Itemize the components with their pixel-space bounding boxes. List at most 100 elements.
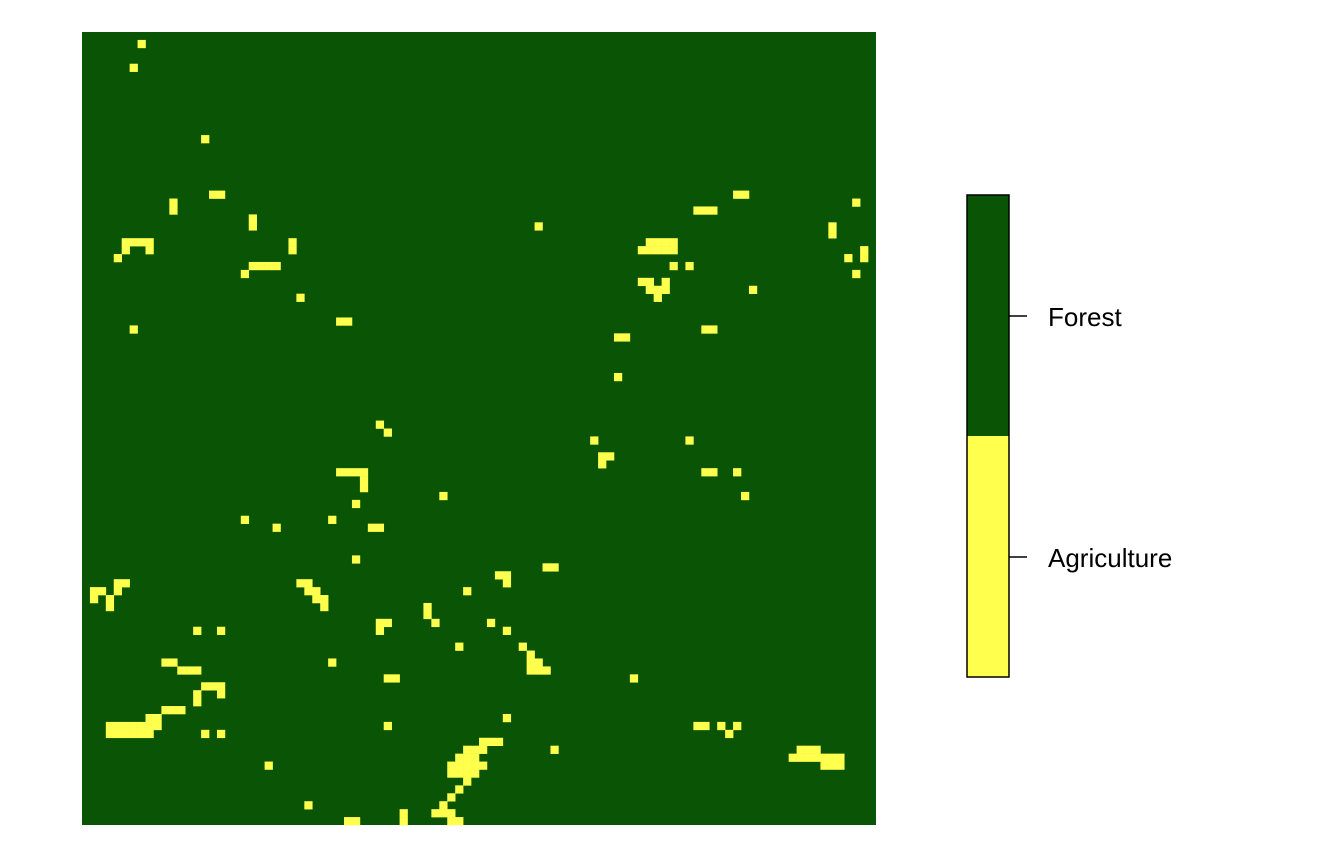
agriculture-cell <box>383 618 392 628</box>
agriculture-cell <box>550 745 559 754</box>
agriculture-cell <box>201 682 210 691</box>
agriculture-cell <box>89 587 99 596</box>
agriculture-cell <box>455 642 464 651</box>
agriculture-cell <box>129 721 138 731</box>
agriculture-cell <box>216 682 226 691</box>
agriculture-cell <box>193 626 202 635</box>
agriculture-cell <box>645 285 654 294</box>
agriculture-cell <box>820 753 829 762</box>
agriculture-cell <box>812 753 821 762</box>
agriculture-cell <box>137 238 146 247</box>
agriculture-cell <box>169 706 178 715</box>
agriculture-cell <box>661 238 670 247</box>
agriculture-cell <box>177 706 186 715</box>
agriculture-cell <box>653 238 662 247</box>
agriculture-cell <box>669 261 678 271</box>
legend-swatch-forest <box>967 195 1009 436</box>
agriculture-cell <box>209 190 218 199</box>
agriculture-cell <box>216 626 226 635</box>
agriculture-cell <box>447 769 456 778</box>
agriculture-cell <box>113 587 122 596</box>
agriculture-cell <box>423 602 432 612</box>
agriculture-cell <box>137 729 146 739</box>
agriculture-cell <box>701 325 710 334</box>
agriculture-cell <box>613 333 623 342</box>
agriculture-cell <box>463 761 472 770</box>
agriculture-cell <box>439 491 448 501</box>
legend-label-forest: Forest <box>1048 302 1122 332</box>
agriculture-cell <box>121 246 130 255</box>
agriculture-cell <box>336 317 345 326</box>
agriculture-cell <box>351 555 361 564</box>
agriculture-cell <box>852 198 861 207</box>
agriculture-cell <box>439 801 448 810</box>
agriculture-cell <box>209 682 218 691</box>
agriculture-cell <box>129 325 138 334</box>
agriculture-cell <box>344 817 353 826</box>
agriculture-cell <box>383 721 392 731</box>
agriculture-cell <box>471 753 480 762</box>
agriculture-cell <box>193 666 202 675</box>
agriculture-cell <box>137 721 146 731</box>
agriculture-cell <box>113 729 122 739</box>
agriculture-cell <box>359 476 369 485</box>
agriculture-cell <box>320 602 329 612</box>
agriculture-cell <box>145 238 154 247</box>
agriculture-cell <box>288 238 297 247</box>
agriculture-cell <box>105 729 115 739</box>
agriculture-cell <box>129 63 138 72</box>
agriculture-cell <box>463 769 472 778</box>
agriculture-cell <box>145 721 154 731</box>
agriculture-cell <box>328 515 337 524</box>
agriculture-cell <box>240 269 250 279</box>
agriculture-cell <box>542 563 551 572</box>
agriculture-cell <box>129 729 138 739</box>
agriculture-cell <box>645 277 654 287</box>
agriculture-cell <box>526 650 535 659</box>
agriculture-cell <box>733 721 742 731</box>
agriculture-cell <box>701 206 710 215</box>
agriculture-cell <box>248 261 257 271</box>
agriculture-cell <box>105 595 115 604</box>
agriculture-cell <box>494 571 504 580</box>
agriculture-cell <box>336 468 345 477</box>
agriculture-cell <box>685 261 694 271</box>
agriculture-cell <box>502 579 512 588</box>
agriculture-cell <box>502 571 512 580</box>
agriculture-cell <box>447 793 456 802</box>
agriculture-cell <box>272 261 281 271</box>
forest-background <box>82 32 876 825</box>
agriculture-cell <box>447 809 456 818</box>
agriculture-cell <box>709 468 718 477</box>
agriculture-cell <box>693 721 702 731</box>
agriculture-cell <box>645 238 654 247</box>
agriculture-cell <box>105 602 115 612</box>
agriculture-cell <box>463 777 472 786</box>
agriculture-cell <box>391 674 400 683</box>
agriculture-cell <box>264 761 273 770</box>
agriculture-cell <box>852 269 861 279</box>
agriculture-cell <box>447 817 456 826</box>
agriculture-cell <box>296 579 305 588</box>
agriculture-cell <box>828 753 837 762</box>
agriculture-cell <box>97 587 107 596</box>
agriculture-cell <box>145 729 154 739</box>
agriculture-cell <box>312 595 321 604</box>
agriculture-cell <box>463 587 472 596</box>
agriculture-cell <box>653 246 662 255</box>
agriculture-cell <box>701 721 710 731</box>
agriculture-cell <box>304 801 313 810</box>
agriculture-cell <box>534 666 543 675</box>
agriculture-cell <box>709 325 718 334</box>
agriculture-cell <box>113 721 122 731</box>
agriculture-cell <box>240 515 250 524</box>
agriculture-cell <box>431 809 440 818</box>
agriculture-cell <box>471 769 480 778</box>
agriculture-cell <box>161 706 170 715</box>
legend-colorbar <box>966 194 1027 678</box>
agriculture-cell <box>590 436 599 445</box>
agriculture-cell <box>669 246 678 255</box>
agriculture-cell <box>709 206 718 215</box>
agriculture-cell <box>860 254 869 263</box>
